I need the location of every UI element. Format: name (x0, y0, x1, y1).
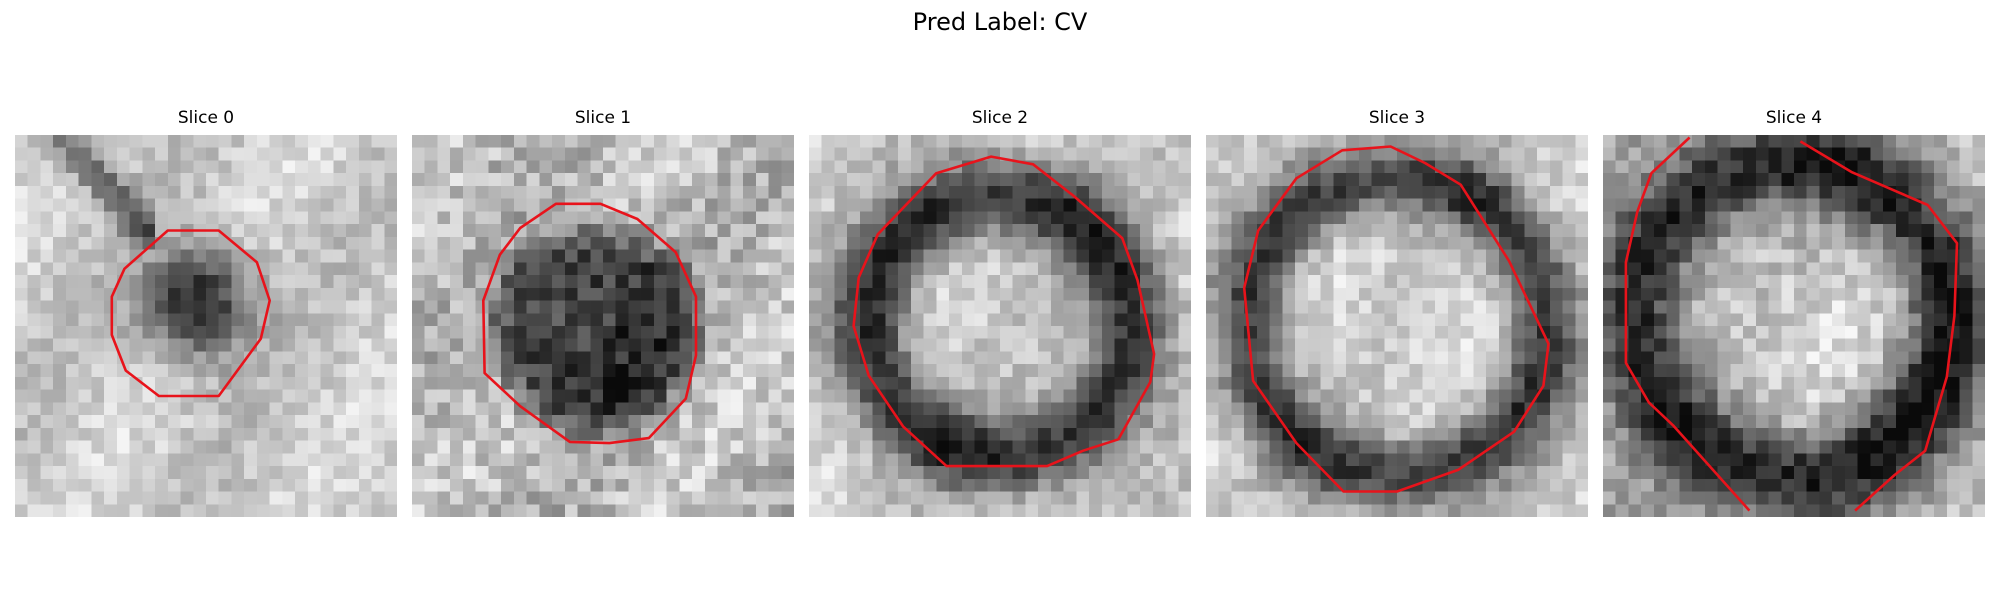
slice-title: Slice 2 (971, 108, 1029, 128)
slice-panel-2: Slice 2 (809, 108, 1191, 518)
figure-title: Pred Label: CV (912, 8, 1088, 36)
contour-line (482, 202, 698, 445)
slice-title: Slice 3 (1368, 108, 1426, 128)
slice-panel-0: Slice 0 (15, 108, 397, 518)
slice-image-2 (809, 135, 1191, 517)
slice-image-0 (15, 135, 397, 517)
contour-line (852, 155, 1156, 468)
contour-line (1242, 145, 1550, 493)
slice-title: Slice 1 (574, 108, 632, 128)
slice-title: Slice 0 (177, 108, 235, 128)
contour-line-right (1799, 140, 1959, 512)
slice-image-3 (1206, 135, 1588, 517)
contour-line (110, 229, 271, 398)
slice-panel-3: Slice 3 (1206, 108, 1588, 518)
slice-panel-4: Slice 4 (1603, 108, 1985, 518)
slice-image-4 (1603, 135, 1985, 517)
contour-line-left (1624, 136, 1751, 512)
slice-image-1 (412, 135, 794, 517)
slice-panel-1: Slice 1 (412, 108, 794, 518)
slice-title: Slice 4 (1765, 108, 1823, 128)
